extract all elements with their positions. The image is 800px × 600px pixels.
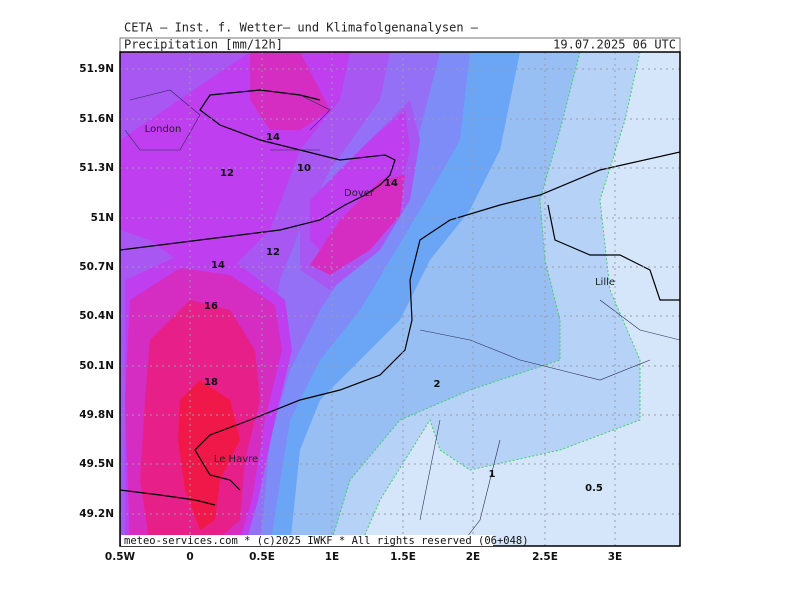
band [178,380,240,530]
contour-label: 14 [211,260,225,271]
contour-label: 0.5 [585,483,603,494]
place-label: Le Havre [214,454,258,465]
lon-label: 0 [186,551,193,563]
lon-label: 1.5E [390,551,416,563]
lat-label: 51.3N [79,162,114,174]
footer-box [121,535,493,546]
contour-label: 1 [489,469,496,480]
lat-label: 50.4N [79,310,114,322]
map-labels: 51.9N 51.6N 51.3N 51N 50.7N 50.4N 50.1N 49.8N 49… [79,63,622,563]
lon-label: 0.5E [249,551,275,563]
admin-line [419,299,680,546]
place-label: Lille [595,277,615,288]
contour-label: 10 [297,163,311,174]
contour-label: 14 [384,178,398,189]
isoline [329,52,581,546]
isoline [359,52,641,546]
place-label: Dover [344,188,375,199]
lat-label: 51.6N [79,113,114,125]
lat-label: 49.2N [79,508,114,520]
admin-line [124,89,331,151]
map-field [120,52,680,546]
lat-label: 50.7N [79,261,114,273]
contour-label: 2 [434,379,441,390]
band [310,175,405,275]
variable-label: Precipitation [mm/12h] [124,38,283,52]
coastline [194,151,680,491]
contour-label: 14 [266,132,280,143]
contour-label: 18 [204,377,218,388]
header-title: CETA — Inst. f. Wetter— und Klimafolgena… [124,21,479,35]
contour-label: 12 [266,247,280,258]
lat-label: 51N [91,212,114,224]
border [547,204,680,301]
lon-label: 1E [325,551,339,563]
band [310,110,410,260]
contour-label: 16 [204,301,218,312]
coastline [120,89,396,251]
lon-label: 2.5E [532,551,558,563]
band [250,52,330,130]
coastline [120,489,216,506]
lon-label: 3E [608,551,622,563]
place-label: London [145,124,182,135]
lat-label: 51.9N [79,63,114,75]
valid-time: 19.07.2025 06 UTC [553,38,676,52]
lon-label: 2E [466,551,480,563]
lat-label: 49.8N [79,409,114,421]
lat-label: 50.1N [79,360,114,372]
footer-text: meteo-services.com * (c)2025 IWKF * All … [124,535,529,547]
contour-label: 12 [220,168,234,179]
lat-label: 49.5N [79,458,114,470]
lon-label: 0.5W [105,551,136,563]
